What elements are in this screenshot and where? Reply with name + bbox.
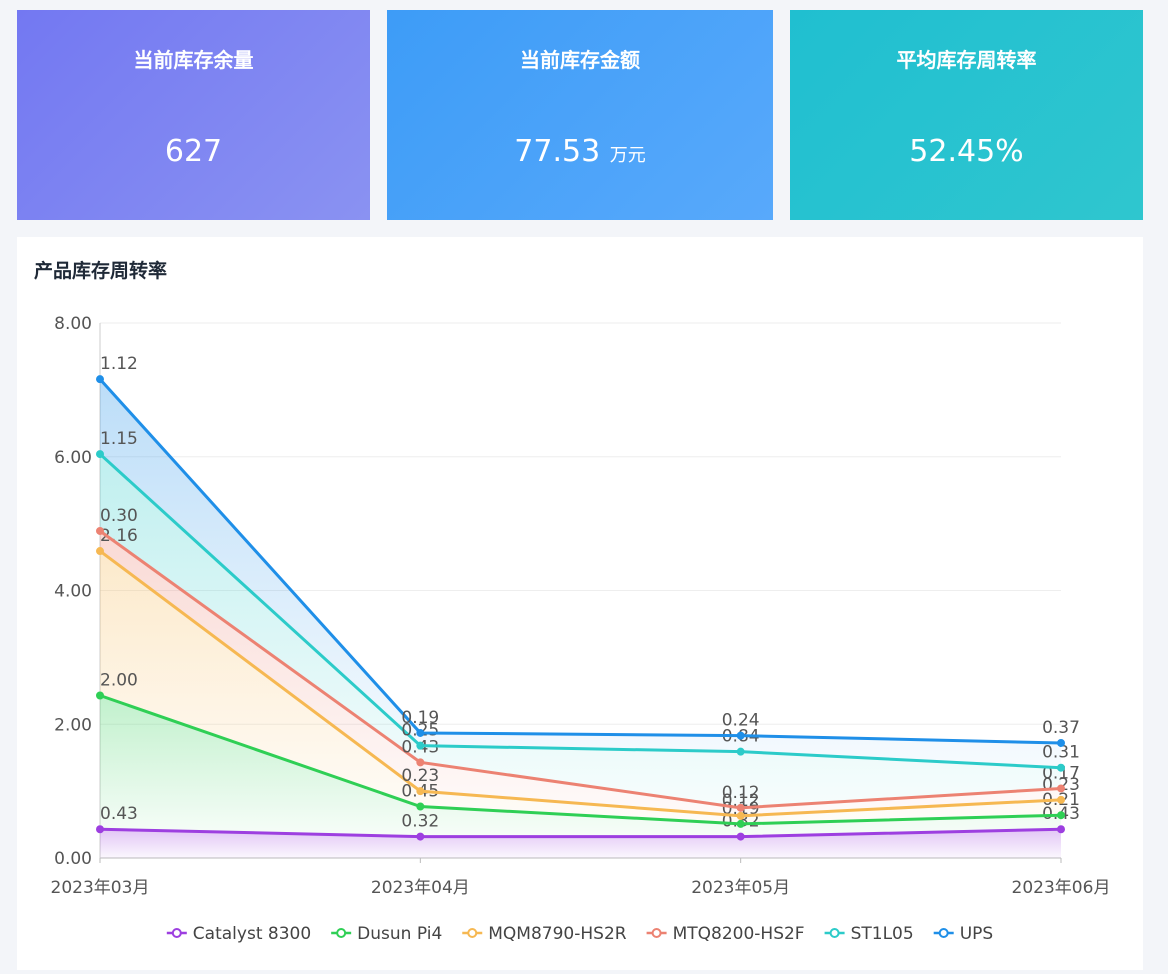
legend-item[interactable]: UPS — [933, 924, 994, 944]
data-point — [96, 375, 104, 384]
legend-item[interactable]: ST1L05 — [824, 924, 914, 944]
series-line — [99, 529, 1062, 810]
data-point — [736, 747, 745, 756]
legend-label: Catalyst 8300 — [193, 924, 311, 944]
data-point — [416, 758, 425, 767]
series-line — [99, 827, 1062, 839]
legend-icon — [651, 928, 662, 938]
legend-icon — [336, 928, 347, 938]
data-label: 0.30 — [100, 506, 138, 526]
card-title: 平均库存周转率 — [896, 48, 1037, 72]
data-point — [96, 450, 104, 459]
data-label: 0.23 — [401, 766, 439, 786]
data-point — [96, 825, 104, 834]
area-fill — [100, 551, 1061, 824]
legend-item[interactable]: MQM8790-HS2R — [462, 924, 627, 944]
card-unit: 万元 — [609, 145, 646, 166]
legend-icon — [829, 928, 840, 938]
data-point — [416, 832, 425, 841]
legend-label: MQM8790-HS2R — [488, 924, 627, 944]
area-fill — [100, 530, 1061, 816]
data-label: 2.00 — [100, 670, 138, 690]
legend-label: UPS — [960, 924, 994, 944]
legend-icon — [467, 928, 478, 938]
card-value-row: 77.53 万元 — [387, 134, 773, 169]
data-point — [416, 787, 425, 796]
legend-item[interactable]: Dusun Pi4 — [331, 924, 442, 944]
card-value: 627 — [164, 134, 223, 169]
legend-icon — [171, 928, 182, 938]
legend-icon — [938, 928, 949, 938]
card-title: 当前库存余量 — [133, 48, 254, 72]
card-title: 当前库存金额 — [520, 48, 640, 72]
y-tick-label: 0.00 — [54, 849, 92, 869]
x-tick-label: 2023年04月 — [371, 878, 470, 898]
stat-card: 当前库存金额 77.53 万元 — [387, 10, 773, 220]
data-label: 0.32 — [401, 812, 439, 832]
data-point — [416, 741, 425, 750]
legend: Catalyst 8300 Dusun Pi4 MQM8790-HS2R MTQ820… — [166, 924, 994, 944]
series-line — [99, 694, 1062, 826]
y-tick-label: 4.00 — [54, 582, 92, 602]
data-point — [736, 803, 745, 812]
x-tick-label: 2023年06月 — [1012, 878, 1111, 898]
data-point — [1057, 784, 1065, 793]
data-point — [96, 526, 104, 535]
data-point — [1057, 795, 1065, 804]
data-point — [736, 811, 745, 820]
chart: 产品库存周转率 0.00 2.00 4.00 6.00 8.00 2023年03月 2023… — [34, 259, 1111, 944]
data-point — [736, 731, 745, 740]
stat-card: 当前库存余量 627 — [17, 10, 370, 220]
data-point — [1057, 738, 1065, 747]
data-point — [96, 547, 104, 556]
legend-item[interactable]: MTQ8200-HS2F — [646, 924, 805, 944]
y-tick-label: 6.00 — [54, 448, 92, 468]
data-point — [1057, 763, 1065, 772]
data-point — [736, 819, 745, 828]
data-label: 0.31 — [1042, 743, 1080, 763]
legend-label: Dusun Pi4 — [357, 924, 442, 944]
series-line — [98, 452, 1062, 770]
x-tick-label: 2023年05月 — [691, 878, 790, 898]
series-line — [99, 549, 1062, 818]
data-point — [1057, 825, 1065, 834]
data-point — [416, 802, 425, 811]
data-point — [96, 691, 104, 700]
area-fill — [100, 695, 1061, 837]
chart-title: 产品库存周转率 — [34, 259, 167, 282]
y-tick-label: 8.00 — [54, 314, 92, 334]
legend-label: ST1L05 — [851, 924, 914, 944]
area-fill — [100, 379, 1061, 768]
data-label: 1.12 — [100, 354, 138, 374]
legend-label: MTQ8200-HS2F — [673, 924, 805, 944]
data-point — [416, 728, 425, 737]
data-label: 2.16 — [100, 526, 138, 546]
data-label: 0.37 — [1042, 718, 1080, 738]
legend-item[interactable]: Catalyst 8300 — [166, 924, 311, 944]
stat-card: 平均库存周转率 52.45% — [790, 10, 1143, 220]
x-tick-label: 2023年03月 — [51, 878, 150, 898]
data-point — [1057, 811, 1065, 820]
data-point — [736, 832, 745, 841]
area-fill — [100, 829, 1061, 858]
data-label: 0.19 — [401, 708, 439, 728]
chart-panel: 产品库存周转率 0.00 2.00 4.00 6.00 8.00 2023年03月 2023… — [17, 237, 1143, 970]
data-label: 0.43 — [100, 804, 138, 824]
card-value: 52.45% — [909, 134, 1024, 169]
card-value: 77.53 — [514, 134, 601, 169]
y-tick-label: 2.00 — [54, 715, 92, 735]
data-label: 0.24 — [722, 711, 760, 731]
data-label: 1.15 — [100, 429, 138, 449]
data-label: 0.12 — [722, 783, 760, 803]
series-line — [98, 378, 1062, 745]
